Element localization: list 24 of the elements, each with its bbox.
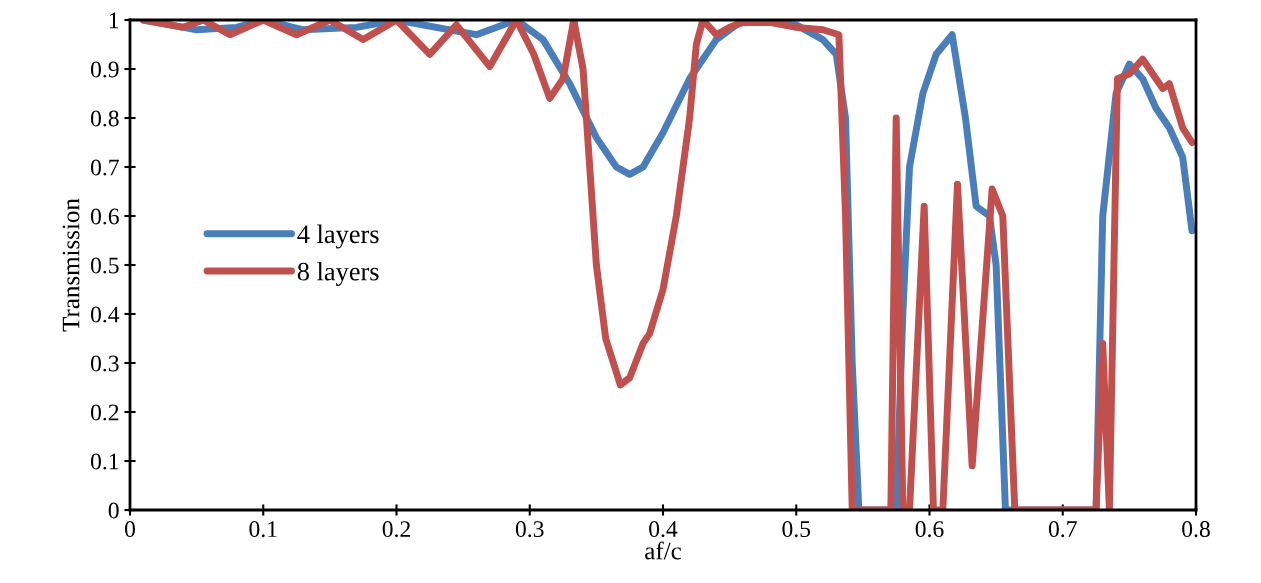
x-tick-label: 0.6 — [915, 521, 944, 538]
x-tick-label: 0.7 — [1048, 521, 1077, 538]
x-axis-title: af/c — [645, 541, 681, 560]
x-tick-label: 0.5 — [782, 521, 811, 538]
y-tick-label: 0.7 — [90, 159, 119, 176]
y-tick-label: 0.9 — [90, 61, 119, 78]
y-tick-label: 0.2 — [90, 404, 119, 421]
y-tick-label: 0.6 — [90, 208, 119, 225]
x-tick-label: 0.1 — [249, 521, 277, 538]
x-tick-label: 0 — [125, 521, 135, 538]
x-tick-label: 0.4 — [649, 521, 678, 538]
x-tick-label: 0.2 — [382, 521, 410, 538]
y-axis-title: Transmission — [62, 198, 80, 332]
y-tick-label: 0.8 — [90, 110, 119, 127]
y-tick-label: 0.3 — [90, 355, 119, 372]
y-tick-label: 0.1 — [90, 453, 119, 470]
y-tick-label: 0.4 — [90, 306, 120, 323]
y-tick-label: 0 — [108, 502, 119, 519]
legend-label: 4 layers — [297, 224, 379, 249]
y-tick-label: 0.5 — [90, 257, 119, 274]
y-tick-label: 1 — [109, 12, 119, 29]
legend-label: 8 layers — [297, 261, 379, 286]
x-tick-label: 0.8 — [1182, 521, 1210, 538]
x-tick-label: 0.3 — [515, 521, 544, 538]
